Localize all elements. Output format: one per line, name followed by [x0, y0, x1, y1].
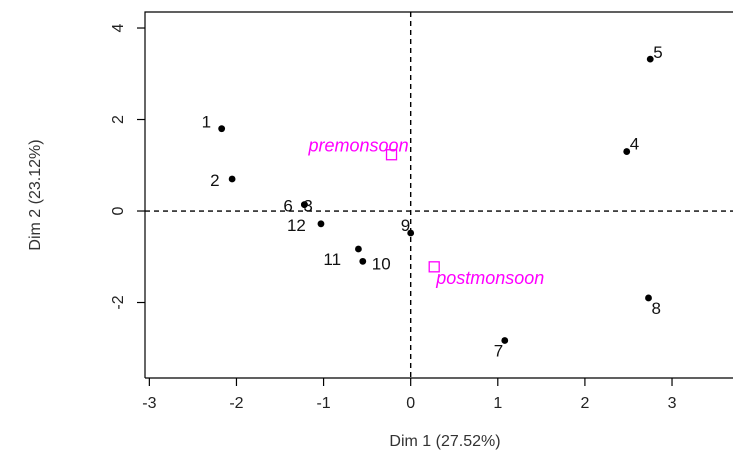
x-axis: -3 -2 -1 0 1 2 3	[142, 378, 677, 412]
data-point	[623, 148, 631, 155]
y-axis: -2 0 2 4	[110, 23, 145, 310]
plot-area	[144, 11, 733, 379]
point-label: 10	[372, 254, 391, 273]
reference-lines	[145, 12, 733, 378]
point-label: 8	[652, 299, 661, 318]
x-axis-title: Dim 1 (27.52%)	[389, 433, 500, 450]
point-label: 7	[494, 341, 503, 360]
supplementary-label: premonsoon	[308, 136, 409, 156]
supplementary-label: postmonsoon	[435, 268, 544, 288]
supplementary-marker	[385, 149, 398, 161]
point-label: 12	[287, 216, 306, 235]
point-label: 11	[323, 250, 341, 269]
point-label: 1	[202, 113, 211, 132]
point-label: 3	[303, 197, 312, 216]
y-tick-label: -2	[110, 295, 127, 309]
x-tick-label: 0	[406, 395, 415, 412]
x-tick-label: 1	[493, 395, 502, 412]
supplementary-marker	[428, 261, 440, 273]
data-point	[355, 245, 362, 253]
data-point	[407, 229, 415, 237]
y-tick-label: 4	[110, 23, 127, 32]
point-label: 9	[401, 216, 410, 235]
y-axis-title: Dim 2 (23.12%)	[27, 139, 44, 250]
data-point	[646, 55, 654, 63]
y-tick-label: 2	[110, 115, 127, 124]
point-label: 4	[630, 135, 639, 154]
data-point	[317, 220, 325, 228]
x-tick-label: -3	[142, 395, 156, 412]
data-point	[228, 175, 236, 183]
point-label: 6	[283, 197, 292, 216]
x-tick-label: 3	[668, 395, 677, 412]
data-point	[645, 294, 652, 302]
plot-frame	[144, 11, 733, 379]
point-label: 2	[210, 171, 219, 190]
y-tick-label: 0	[110, 206, 127, 215]
data-point	[218, 125, 226, 133]
point-label: 5	[653, 43, 662, 62]
data-point	[301, 201, 308, 209]
x-tick-label: 2	[580, 395, 589, 412]
x-tick-label: -2	[229, 395, 243, 412]
data-point	[501, 337, 509, 344]
x-tick-label: -1	[316, 395, 330, 412]
supplementary-points: premonsoon postmonsoon	[308, 136, 545, 288]
data-point	[359, 257, 367, 265]
